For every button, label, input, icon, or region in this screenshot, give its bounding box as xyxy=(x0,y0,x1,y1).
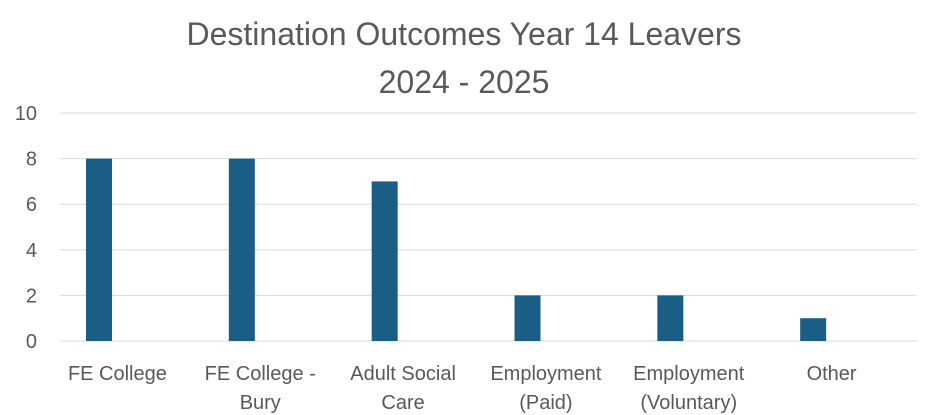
y-tick-label: 8 xyxy=(26,149,37,171)
chart-subtitle: 2024 - 2025 xyxy=(378,64,550,100)
y-tick-label: 6 xyxy=(26,194,37,216)
y-axis: 0 2 4 6 8 10 xyxy=(15,103,37,353)
bar xyxy=(514,295,541,341)
x-tick-label: Other xyxy=(807,363,857,385)
gridlines xyxy=(60,112,917,342)
bar xyxy=(800,318,827,341)
chart-title: Destination Outcomes Year 14 Leavers xyxy=(186,16,742,52)
x-tick-label: FE College -Bury xyxy=(205,363,316,414)
y-tick-label: 0 xyxy=(26,331,37,353)
x-tick-label: FE College xyxy=(68,363,167,385)
bar xyxy=(371,181,398,341)
x-axis: FE College FE College -Bury Adult Social Ca… xyxy=(68,363,857,414)
bar xyxy=(657,295,684,341)
y-tick-label: 2 xyxy=(26,285,37,307)
bars xyxy=(86,158,827,341)
x-tick-label: Employment (Paid) xyxy=(490,363,602,414)
x-tick-label: Adult Social Care xyxy=(350,363,456,414)
x-tick-label: Employment (Voluntary) xyxy=(633,363,745,414)
bar xyxy=(228,158,255,341)
y-tick-label: 10 xyxy=(15,103,37,125)
y-tick-label: 4 xyxy=(26,240,37,262)
bar xyxy=(86,158,112,341)
